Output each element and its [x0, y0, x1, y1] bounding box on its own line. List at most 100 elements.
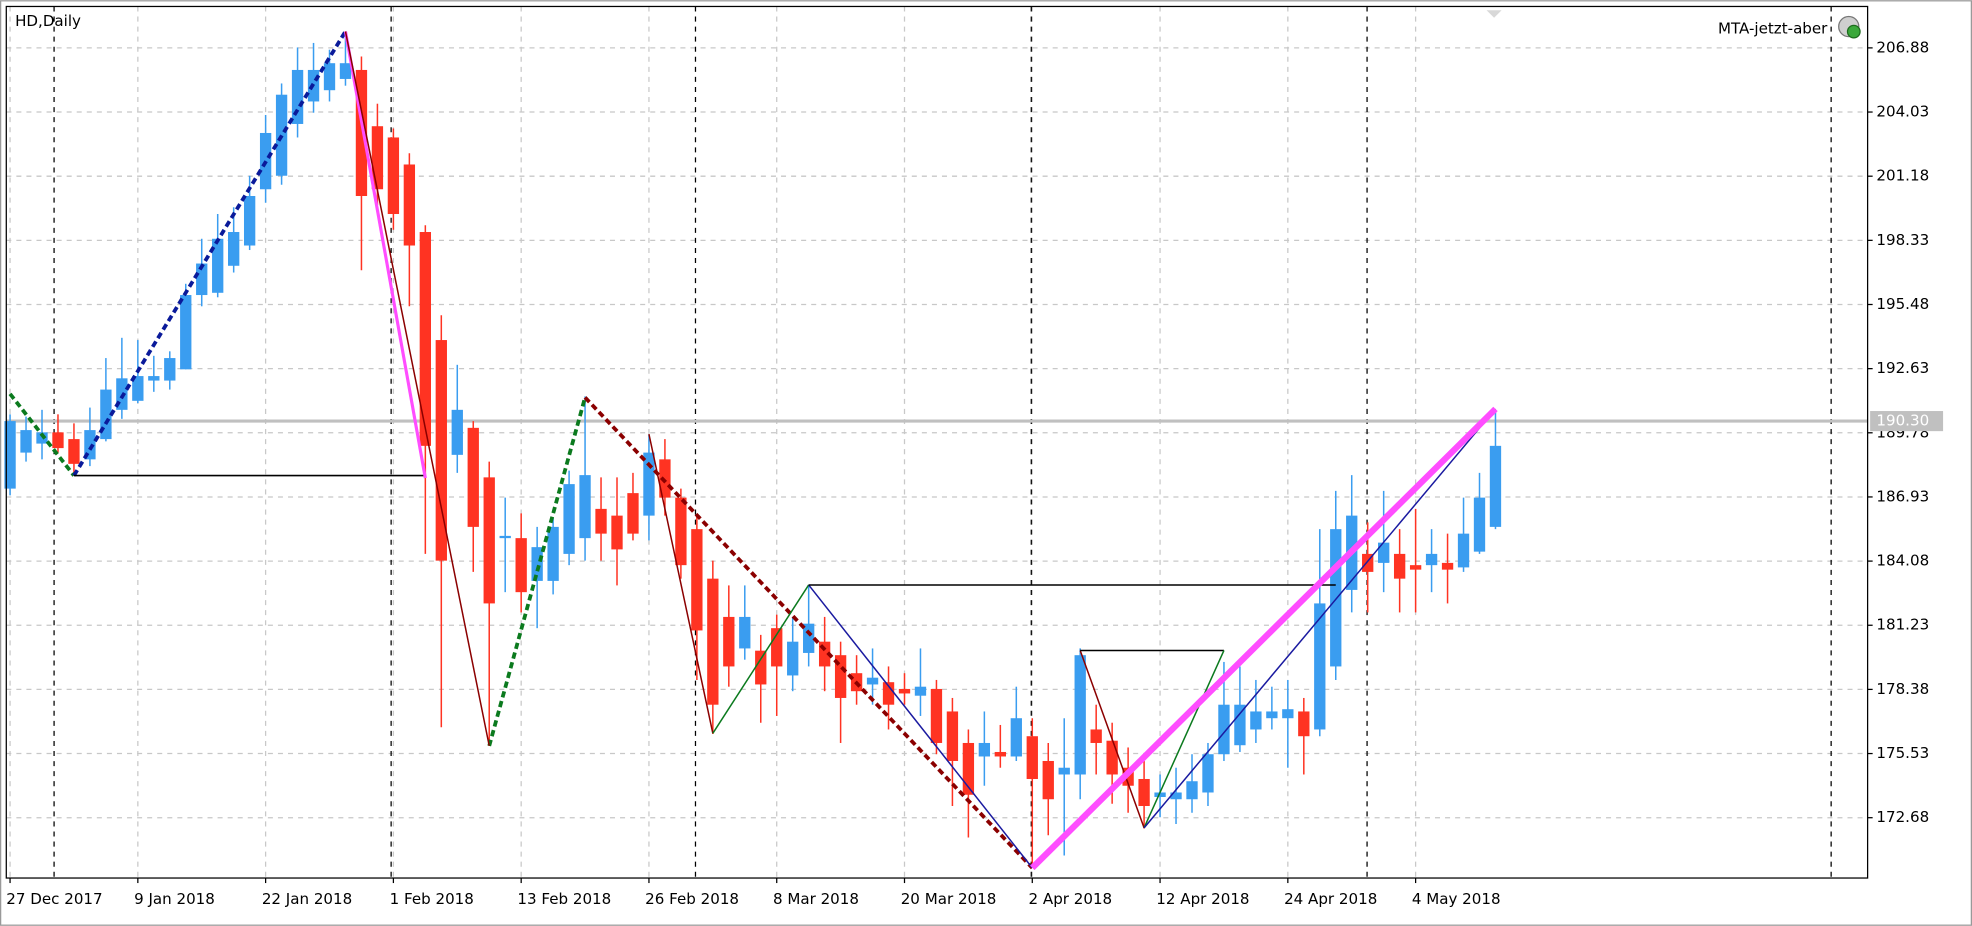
candle-body [1234, 704, 1246, 746]
candle-body [898, 688, 911, 694]
x-tick-label: 22 Jan 2018 [262, 890, 352, 908]
overlay-line [8, 392, 76, 477]
overlay-line [1143, 408, 1497, 829]
overlay-line [343, 31, 427, 479]
candle-body [1330, 529, 1342, 667]
candle-body [339, 63, 352, 79]
y-tick-label: 178.38 [1876, 680, 1929, 698]
candle-body [994, 751, 1006, 757]
shift-marker [1486, 10, 1502, 18]
candle-body [1409, 565, 1422, 570]
candle-body [978, 742, 991, 757]
candle-body [707, 578, 719, 705]
plot-frame [5, 5, 1869, 879]
candle-body [1058, 767, 1070, 775]
y-tick-label: 198.33 [1876, 231, 1929, 249]
candle-body [212, 238, 224, 293]
candle-body [323, 63, 336, 91]
candle-body [84, 430, 96, 460]
candle-body [1010, 718, 1022, 757]
candle-body [132, 376, 144, 401]
y-tick-label: 204.03 [1876, 103, 1929, 121]
overlay-line [72, 30, 348, 477]
candle-body [723, 616, 735, 667]
overlay-line [1030, 406, 1498, 871]
candle-body [595, 508, 607, 534]
candle-body [659, 459, 671, 498]
x-tick-label: 27 Dec 2017 [6, 890, 102, 908]
candle-body [818, 641, 831, 667]
last-price-label: 190.30 [1876, 412, 1929, 430]
overlay-line [712, 584, 810, 734]
candle-body [100, 389, 112, 440]
overlay-line [344, 31, 490, 747]
candle-body [180, 295, 192, 370]
y-tick-label: 201.18 [1876, 167, 1929, 185]
candle-body [1362, 553, 1374, 572]
candle-body [1202, 754, 1214, 793]
x-tick-label: 8 Mar 2018 [773, 890, 859, 908]
candle-body [914, 686, 927, 696]
overlay-line [1079, 650, 1145, 829]
candle-body [611, 515, 623, 550]
x-tick-label: 24 Apr 2018 [1284, 890, 1377, 908]
candle-body [1138, 778, 1150, 806]
candle-body [371, 126, 384, 190]
last-price-box [1870, 411, 1944, 432]
overlay-line [1143, 650, 1225, 829]
candle-body [563, 484, 575, 554]
indicator-icon [1838, 15, 1861, 39]
x-tick-label: 4 May 2018 [1412, 890, 1501, 908]
candle-body [803, 623, 815, 653]
candle-body [882, 682, 895, 705]
candle-body [1489, 445, 1502, 527]
candle-body [1457, 533, 1470, 568]
x-tick-label: 26 Feb 2018 [645, 890, 739, 908]
candle-body [643, 452, 655, 516]
candle-body [1218, 704, 1230, 755]
candle-body [68, 439, 80, 464]
candle-body [1090, 729, 1102, 743]
overlays [8, 30, 1498, 871]
icon-badge [1846, 24, 1861, 39]
candle-body [1282, 709, 1294, 719]
y-tick-label: 186.93 [1876, 487, 1929, 505]
overlay-line [583, 396, 1034, 870]
y-tick-label: 184.08 [1876, 552, 1929, 570]
candle-body [4, 421, 16, 489]
candle-body [962, 742, 975, 795]
candle-body [1026, 736, 1038, 779]
candle-body [579, 475, 591, 539]
candle-body [148, 376, 160, 381]
candle-body [291, 69, 304, 124]
candle-body [739, 616, 751, 649]
candle-body [1425, 553, 1438, 566]
y-tick-label: 192.63 [1876, 359, 1929, 377]
x-tick-label: 20 Mar 2018 [901, 890, 997, 908]
candle-body [1250, 711, 1262, 730]
candle-body [435, 340, 447, 561]
candle-body [355, 69, 368, 196]
candle-body [1042, 760, 1054, 800]
candle-body [787, 641, 799, 676]
candle-body [467, 427, 479, 527]
candle-body [1266, 711, 1278, 719]
axes: 206.88204.03201.18198.33195.48192.63189.… [6, 38, 1944, 908]
candle-body [196, 263, 208, 296]
candle-body [1074, 655, 1086, 775]
candle-body [499, 535, 511, 539]
candle-body [243, 195, 256, 246]
candle-body [36, 432, 48, 444]
overlay-line [648, 433, 714, 734]
chart-title: HD,Daily [15, 12, 81, 30]
overlay-line [808, 584, 1033, 869]
candle-body [1186, 781, 1198, 800]
indicator-label: MTA-jetzt-aber [1718, 20, 1828, 38]
candle-body [771, 628, 783, 667]
candle-body [675, 497, 687, 566]
x-tick-label: 12 Apr 2018 [1156, 890, 1249, 908]
candle-body [1106, 740, 1118, 775]
candle-body [515, 538, 527, 593]
